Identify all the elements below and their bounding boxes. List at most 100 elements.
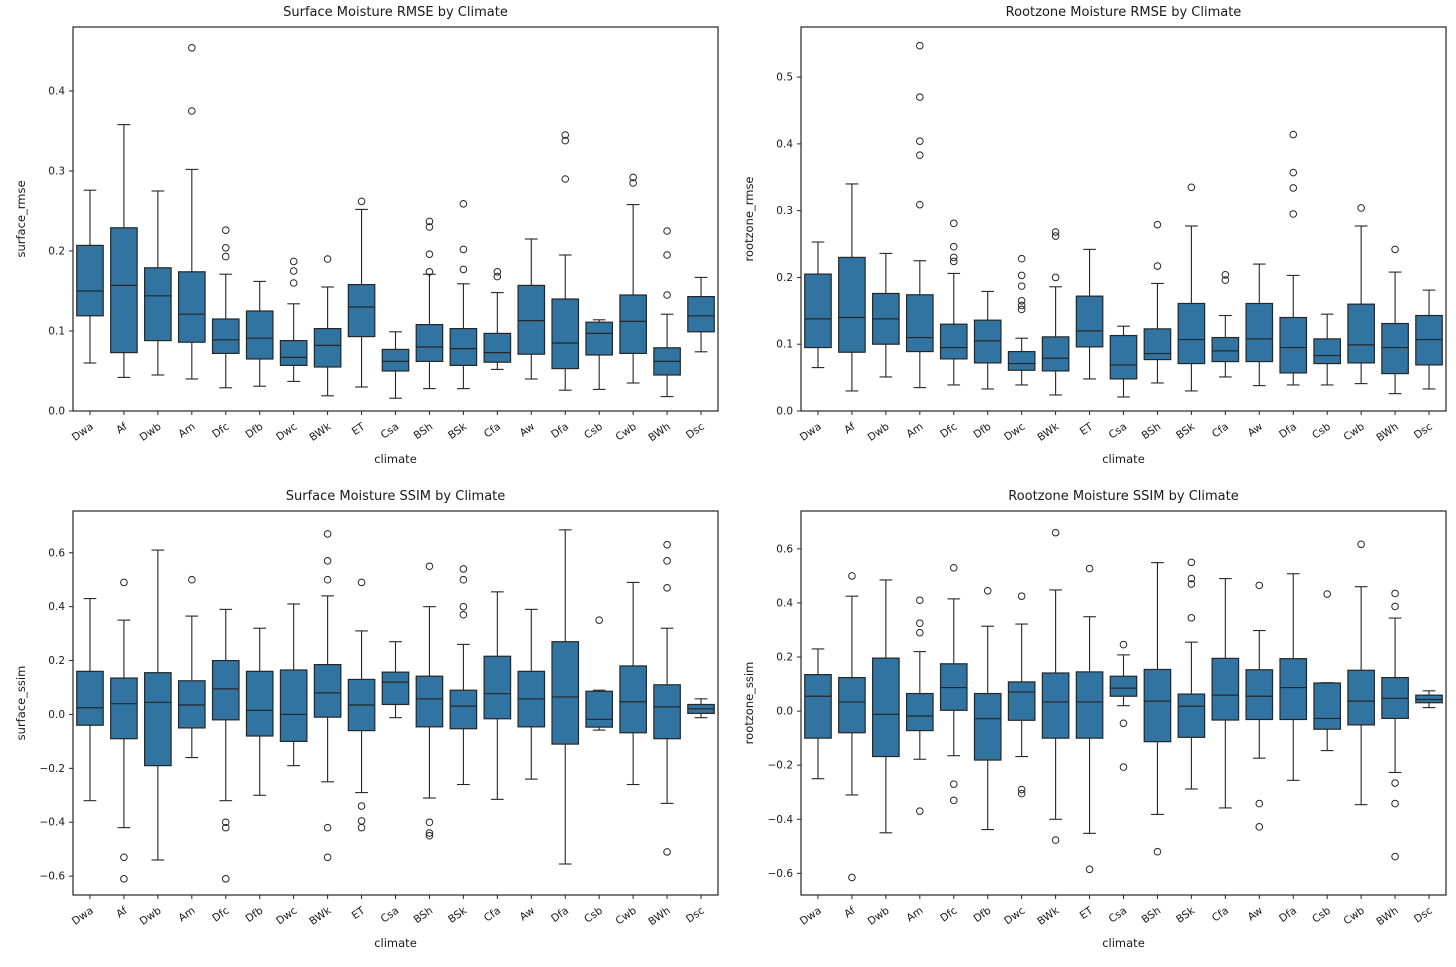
- y-tick-label: −0.2: [40, 763, 66, 775]
- axes-spines: [800, 510, 1447, 896]
- outlier-marker: [848, 873, 856, 882]
- box-Csa: [1109, 334, 1138, 380]
- outlier-marker: [459, 565, 468, 573]
- outlier-marker: [459, 200, 468, 208]
- box-Cwb: [619, 294, 647, 355]
- box-Aw: [517, 284, 546, 355]
- outlier-marker: [663, 540, 671, 549]
- outlier-marker: [663, 291, 671, 299]
- x-tick-label-BSh: BSh: [412, 905, 436, 926]
- y-axis-label-rootzone-ssim: rootzone_ssim: [742, 661, 756, 745]
- y-axis-label-surface-rmse: surface_rmse: [14, 180, 28, 258]
- x-tick-label-Csb: Csb: [1310, 904, 1333, 925]
- outlier-marker: [1051, 836, 1060, 844]
- y-tick-label: 0.6: [776, 543, 793, 555]
- box-Dfb: [973, 692, 1002, 761]
- outlier-marker: [1357, 204, 1365, 212]
- x-tick-label-BWk: BWk: [1035, 904, 1062, 928]
- box-ET: [347, 284, 376, 338]
- x-tick-label-Aw: Aw: [1246, 420, 1266, 439]
- y-tick-label: −0.4: [40, 817, 66, 829]
- box-BWk: [313, 328, 342, 368]
- outlier-marker: [1085, 865, 1094, 874]
- outlier-marker: [949, 796, 958, 805]
- outlier-marker: [663, 227, 671, 235]
- outlier-marker: [221, 252, 230, 261]
- outlier-marker: [323, 255, 332, 263]
- outlier-marker: [916, 41, 924, 50]
- rootzone-rmse-plot-canvas: 0.0 0.1 0.2 0.3 0.4 0.5 Dwa Af Dwb Am Dfc Dfb Dwc BWk…: [776, 26, 1447, 445]
- plot-title-rootzone-rmse: Rootzone Moisture RMSE by Climate: [1005, 5, 1242, 20]
- x-tick-label-Csb: Csb: [1310, 420, 1333, 441]
- outlier-marker: [425, 250, 434, 258]
- outlier-marker: [120, 853, 128, 862]
- outlier-marker: [323, 557, 332, 565]
- x-tick-label-Dfa: Dfa: [1277, 421, 1299, 441]
- box-Dfa: [1279, 658, 1308, 721]
- outlier-marker: [188, 575, 196, 584]
- x-tick-label-Cfa: Cfa: [1210, 421, 1231, 441]
- x-tick-label-Dsc: Dsc: [684, 905, 707, 926]
- outlier-marker: [425, 268, 434, 276]
- box-Dsc: [687, 296, 715, 333]
- box-Dfc: [211, 659, 240, 721]
- x-tick-label-Dfa: Dfa: [549, 905, 571, 925]
- outlier-marker: [1153, 847, 1162, 856]
- x-tick-label-Dwc: Dwc: [274, 905, 299, 928]
- x-tick-label-Dfc: Dfc: [210, 421, 231, 441]
- outlier-marker: [425, 818, 434, 827]
- surface-rmse-plot-canvas: 0.0 0.1 0.2 0.3 0.4 Dwa Af Dwb Am Dfc Dfb Dwc BWk ET C…: [48, 26, 719, 444]
- outlier-marker: [949, 253, 958, 262]
- x-tick-label-Aw: Aw: [518, 904, 538, 923]
- y-tick-label: 0.2: [776, 652, 793, 664]
- box-BSk: [449, 689, 478, 730]
- y-tick-label: −0.4: [768, 814, 794, 826]
- y-tick-label: 0.0: [48, 406, 65, 418]
- outlier-marker: [289, 257, 298, 266]
- outlier-marker: [459, 575, 468, 584]
- outlier-marker: [425, 217, 434, 226]
- box-Dwc: [279, 340, 308, 367]
- outlier-marker: [221, 244, 230, 252]
- y-tick-label: 0.2: [48, 246, 65, 258]
- outlier-marker: [323, 530, 332, 538]
- x-tick-label-Dsc: Dsc: [684, 421, 707, 442]
- rootzone-ssim-plot-canvas: −0.6 −0.4 −0.2 0.0 0.2 0.4 0.6 Dwa Af Dwb Am Dfc Dfb…: [768, 510, 1447, 928]
- outlier-marker: [1289, 210, 1298, 218]
- outlier-marker: [1051, 273, 1060, 282]
- box-Af: [838, 676, 866, 734]
- x-tick-label-Dfc: Dfc: [938, 421, 959, 441]
- outlier-marker: [221, 226, 230, 234]
- x-tick-label-ET: ET: [350, 420, 368, 438]
- y-tick-label: −0.6: [40, 871, 66, 883]
- outlier-marker: [323, 575, 332, 584]
- y-tick-label: 0.4: [776, 138, 793, 150]
- outlier-marker: [221, 875, 230, 883]
- x-tick-label-Aw: Aw: [518, 420, 538, 439]
- x-tick-label-Af: Af: [842, 904, 858, 920]
- x-axis-label-climate-2: climate: [1102, 452, 1145, 466]
- outlier-marker: [221, 818, 230, 827]
- outlier-marker: [1017, 271, 1026, 280]
- x-tick-label-BSh: BSh: [412, 421, 436, 442]
- x-tick-label-Dwc: Dwc: [274, 421, 299, 444]
- x-tick-label-Af: Af: [842, 420, 858, 436]
- box-Dfc: [211, 318, 240, 355]
- outlier-marker: [289, 267, 298, 275]
- y-axis-label-rootzone-rmse: rootzone_rmse: [742, 176, 756, 262]
- outlier-marker: [1255, 823, 1264, 831]
- x-tick-label-Dsc: Dsc: [1412, 421, 1435, 442]
- y-tick-label: 0.4: [48, 86, 65, 98]
- x-tick-label-Dfb: Dfb: [971, 420, 993, 441]
- outlier-marker: [1017, 305, 1026, 314]
- x-tick-label-BSh: BSh: [1140, 421, 1164, 442]
- x-tick-label-Aw: Aw: [1246, 904, 1266, 923]
- subplot-rootzone-rmse: 0.0 0.1 0.2 0.3 0.4 0.5 Dwa Af Dwb Am Dfc Dfb Dwc BWk…: [728, 0, 1456, 483]
- x-tick-label-BSk: BSk: [1174, 904, 1198, 926]
- outlier-marker: [1187, 574, 1196, 583]
- box-ET: [1075, 671, 1104, 739]
- x-tick-label-BWh: BWh: [1374, 421, 1400, 445]
- outlier-marker: [1017, 301, 1026, 310]
- box-Csa: [1109, 675, 1138, 697]
- y-tick-label: 0.4: [48, 601, 65, 613]
